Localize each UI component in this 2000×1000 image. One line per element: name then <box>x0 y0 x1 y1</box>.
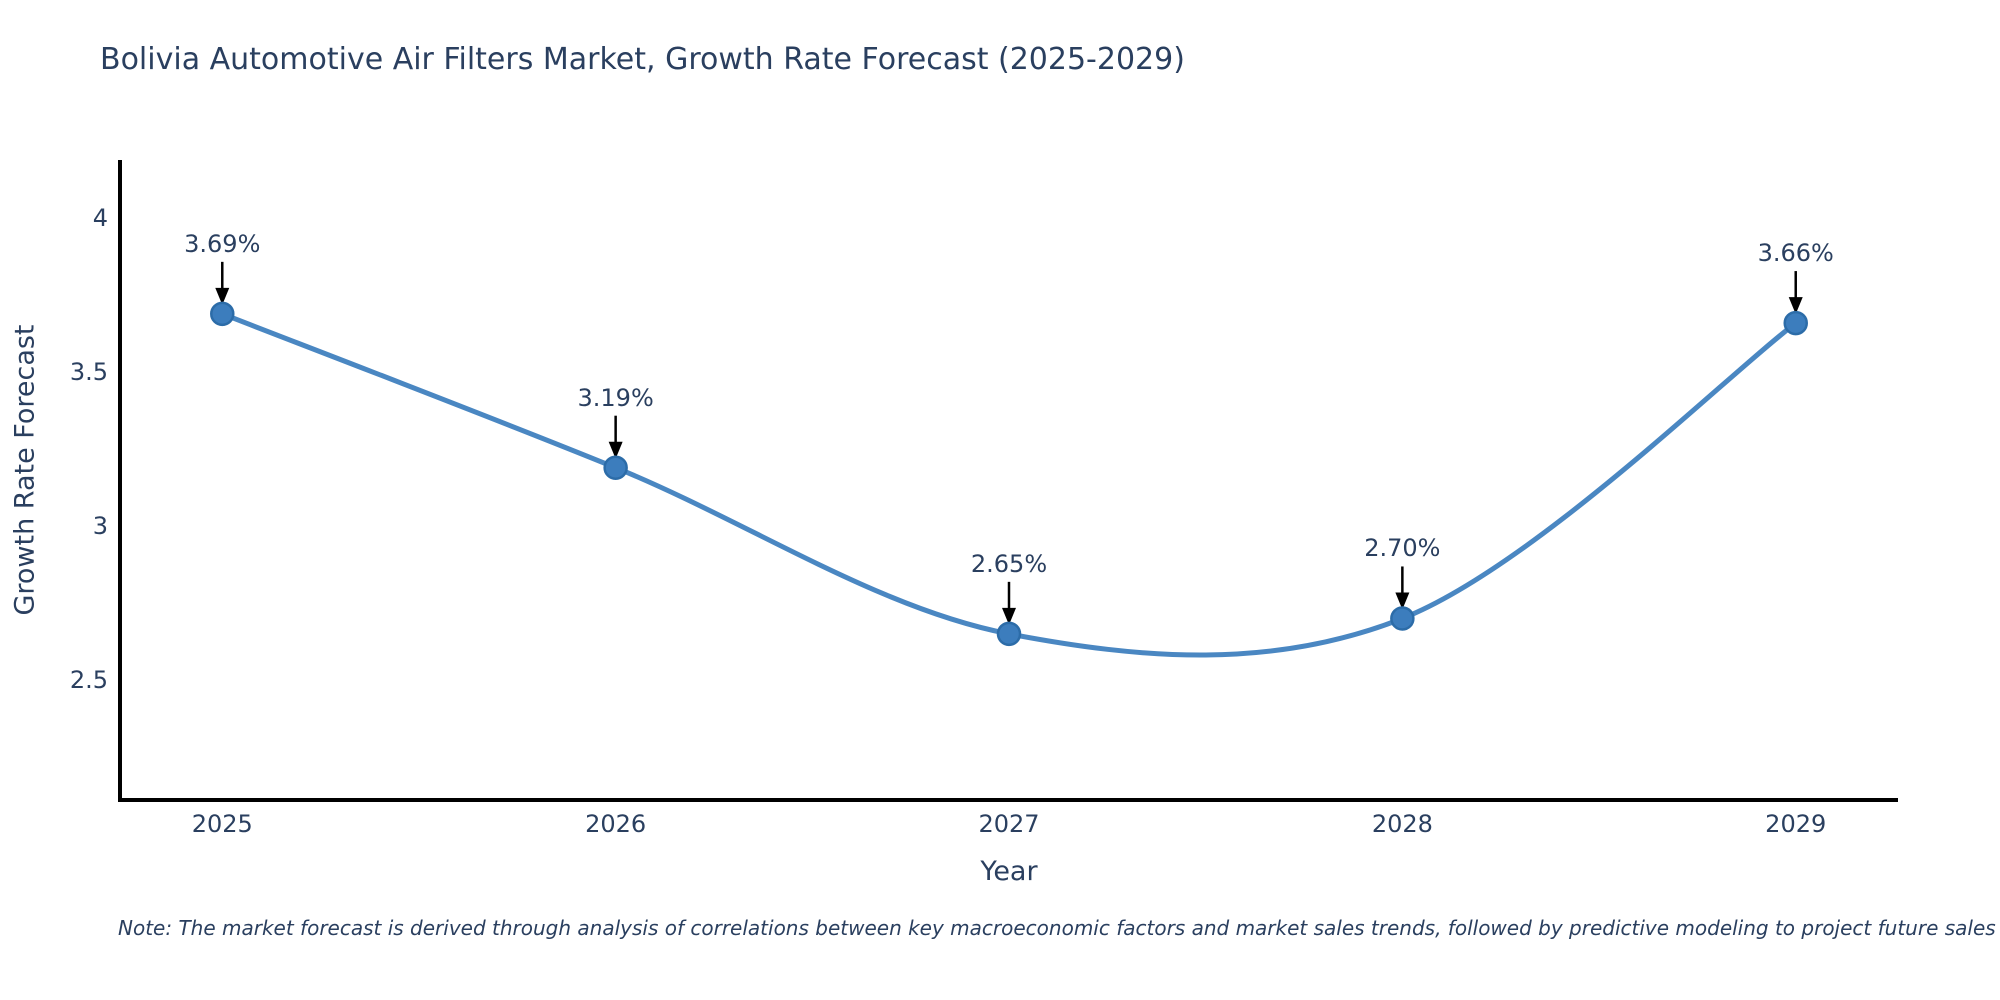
data-point-2029[interactable] <box>1783 310 1808 336</box>
annotation-label: 2.65% <box>970 549 1048 578</box>
y-tick-label: 3.5 <box>69 358 108 387</box>
x-tick-label: 2028 <box>1371 810 1433 838</box>
y-tick-label: 2.5 <box>69 666 108 694</box>
annotation-arrow-head <box>608 441 623 459</box>
annotation-arrow-head <box>1788 297 1803 315</box>
y-axis-title: Growth Rate Forecast <box>9 324 41 616</box>
x-tick-label: 2025 <box>191 810 253 838</box>
x-tick-label: 2026 <box>585 810 647 838</box>
data-point-2025[interactable] <box>210 301 235 327</box>
x-tick-label: 2029 <box>1765 810 1827 838</box>
x-axis-title: Year <box>980 856 1038 887</box>
chart-title: Bolivia Automotive Air Filters Market, G… <box>100 42 1185 77</box>
y-tick-label: 4 <box>92 204 108 233</box>
data-point-2028[interactable] <box>1390 606 1415 631</box>
y-tick-label: 3 <box>92 512 108 541</box>
annotation-arrow-head <box>215 287 230 305</box>
data-point-2026[interactable] <box>603 455 628 480</box>
annotation-label: 3.66% <box>1757 239 1834 268</box>
annotation-arrow-head <box>1002 607 1016 625</box>
data-point-2027[interactable] <box>996 621 1022 647</box>
annotation-label: 3.19% <box>577 383 654 412</box>
footnote: Note: The market forecast is derived thr… <box>118 916 1996 940</box>
annotation-label: 3.69% <box>184 229 261 258</box>
annotation-arrow-head <box>1395 592 1410 610</box>
x-tick-label: 2027 <box>978 810 1040 838</box>
annotation-label: 2.70% <box>1364 534 1441 563</box>
